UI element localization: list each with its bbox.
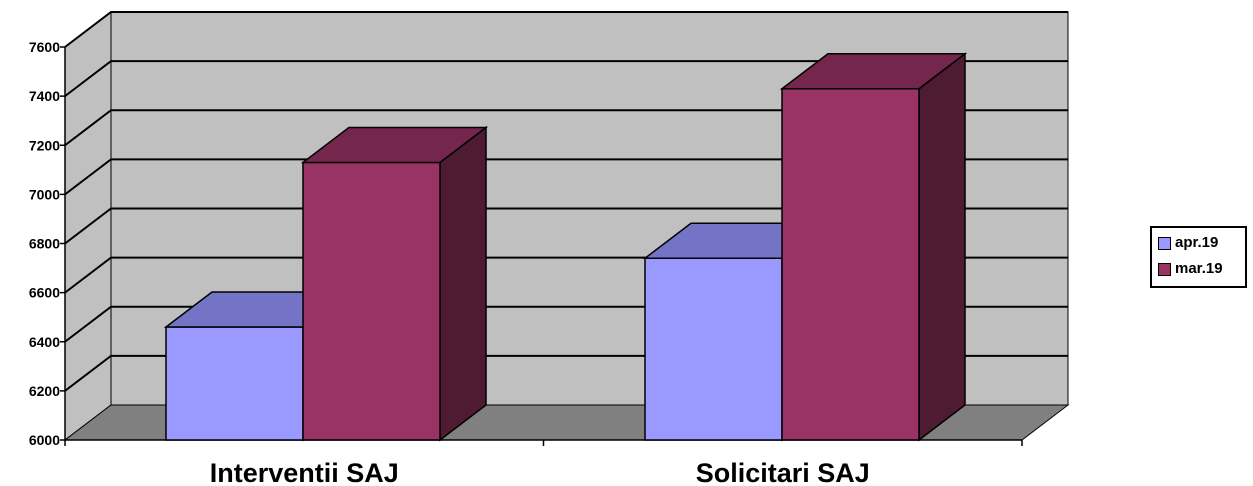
y-tick-label: 6800 bbox=[29, 236, 60, 252]
x-category-label: Interventii SAJ bbox=[210, 458, 399, 486]
gridline bbox=[64, 60, 1068, 97]
bar-front bbox=[302, 161, 441, 441]
gridline bbox=[64, 158, 1068, 196]
legend: apr.19 mar.19 bbox=[1150, 226, 1247, 288]
bar-top bbox=[300, 126, 489, 164]
legend-swatch-series-2 bbox=[1158, 262, 1171, 276]
legend-label-series-2: mar.19 bbox=[1175, 260, 1223, 277]
gridline bbox=[64, 207, 1068, 245]
y-tick-label: 6200 bbox=[29, 383, 60, 399]
gridline bbox=[64, 11, 1068, 48]
y-tick-label: 7600 bbox=[29, 39, 60, 55]
x-category-label: Solicitari SAJ bbox=[696, 458, 870, 486]
bar-side bbox=[918, 52, 966, 442]
bar-side bbox=[439, 125, 487, 442]
y-tick-label: 6400 bbox=[29, 334, 60, 350]
bar-1-2 bbox=[642, 221, 831, 442]
y-tick-label: 6600 bbox=[29, 285, 60, 301]
legend-item-series-1: apr.19 bbox=[1158, 235, 1218, 251]
bar-front bbox=[165, 326, 304, 441]
legend-label-series-1: apr.19 bbox=[1175, 234, 1219, 251]
bar-front bbox=[644, 257, 783, 441]
legend-item-series-2: mar.19 bbox=[1158, 261, 1223, 277]
y-tick-label: 7200 bbox=[29, 137, 60, 153]
bar-2-1 bbox=[300, 125, 489, 442]
legend-swatch-series-1 bbox=[1158, 236, 1171, 250]
bar-front bbox=[781, 88, 920, 441]
gridline bbox=[64, 109, 1068, 147]
bar-top bbox=[779, 53, 968, 90]
y-tick-label: 6000 bbox=[29, 432, 60, 448]
y-tick-label: 7400 bbox=[29, 88, 60, 104]
bar-2-2 bbox=[779, 52, 968, 442]
y-tick-label: 7000 bbox=[29, 186, 60, 202]
